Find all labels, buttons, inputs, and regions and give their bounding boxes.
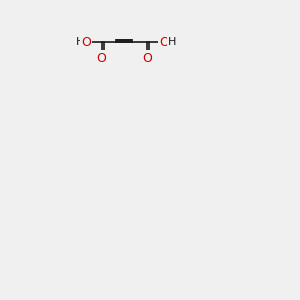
Text: H: H [168, 37, 176, 47]
Text: H: H [76, 37, 84, 47]
Text: O: O [96, 52, 106, 64]
Text: O: O [142, 52, 152, 64]
Text: O: O [81, 35, 91, 49]
Text: O: O [159, 35, 169, 49]
